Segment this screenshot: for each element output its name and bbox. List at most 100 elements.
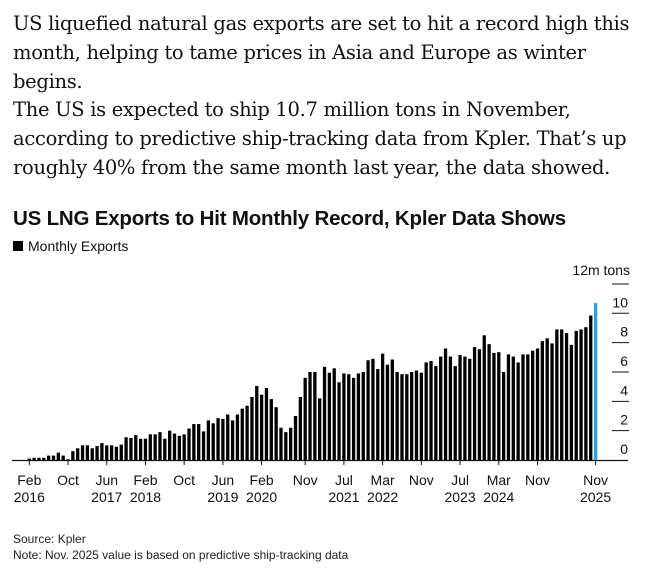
bar (405, 374, 409, 460)
bar (448, 356, 453, 460)
bar (506, 354, 511, 460)
bar (332, 368, 336, 460)
bar (327, 372, 332, 460)
bar (366, 360, 370, 460)
bar (163, 438, 167, 460)
y-tick-label: 10 (612, 294, 628, 310)
bar (42, 457, 46, 460)
bar (124, 437, 128, 460)
y-tick-label: 6 (620, 353, 628, 369)
x-tick-year-label: 2019 (207, 489, 238, 505)
x-tick-label: Jul (451, 472, 469, 488)
bar (71, 451, 75, 460)
bar (342, 373, 346, 460)
bars (27, 303, 598, 460)
bar (531, 350, 535, 460)
bar (540, 341, 544, 460)
bar (429, 360, 433, 460)
bar (313, 371, 317, 460)
bar (487, 344, 491, 460)
bar (414, 370, 419, 460)
bar (143, 438, 148, 460)
x-tick-label: Jul (335, 472, 353, 488)
bar (255, 385, 259, 460)
x-tick-year-label: 2023 (444, 489, 475, 505)
bar (192, 424, 196, 460)
bar (100, 443, 104, 460)
highlighted-bar (593, 303, 598, 460)
x-tick-year-label: 2025 (580, 489, 611, 505)
bar (477, 349, 482, 460)
bar (511, 356, 515, 460)
bar (468, 358, 472, 460)
bar (337, 382, 341, 460)
bar (177, 435, 181, 460)
bar (516, 362, 520, 460)
x-tick-label: Feb (133, 472, 157, 488)
x-tick-label: Nov (293, 472, 318, 488)
bar (32, 457, 36, 460)
bar (51, 455, 56, 460)
bar (168, 430, 172, 460)
bar (351, 377, 356, 460)
bar (347, 374, 351, 460)
bar (463, 356, 467, 460)
bar (579, 329, 583, 460)
bar (56, 452, 60, 460)
x-tick-year-label: 2021 (328, 489, 359, 505)
bar (439, 356, 443, 460)
bar (240, 408, 244, 460)
bar (250, 396, 254, 460)
bar (221, 418, 225, 460)
x-tick-label: Mar (487, 472, 511, 488)
bar (308, 371, 312, 460)
bar (545, 338, 549, 460)
bar (279, 427, 283, 460)
bar (172, 433, 177, 460)
bar (134, 435, 138, 460)
x-tick-year-label: 2022 (367, 489, 398, 505)
bar (318, 398, 322, 460)
chart-note: Note: Nov. 2025 value is based on predic… (13, 548, 349, 562)
bar (395, 371, 399, 460)
bar (105, 445, 109, 460)
chart-title: US LNG Exports to Hit Monthly Record, Kp… (13, 207, 567, 230)
bar (158, 432, 162, 460)
bar (197, 424, 201, 460)
bar (555, 329, 559, 460)
bar (289, 427, 293, 460)
bar (293, 415, 298, 460)
bar (61, 455, 65, 460)
bar (245, 405, 249, 460)
bar (497, 352, 501, 460)
x-tick-label: Oct (173, 472, 195, 488)
bar (303, 377, 307, 460)
bar (521, 354, 525, 460)
x-tick-year-label: 2016 (14, 489, 45, 505)
bar (419, 372, 423, 460)
x-tick-label: Jun (212, 472, 235, 488)
bar (66, 459, 70, 460)
bar (76, 448, 80, 460)
x-tick-label: Oct (57, 472, 79, 488)
bar (264, 388, 269, 460)
bar (361, 371, 365, 460)
bar (492, 352, 496, 460)
bar (182, 434, 186, 460)
bar (390, 359, 394, 460)
bar (274, 407, 278, 460)
bar (380, 353, 385, 460)
bar (138, 438, 143, 460)
x-tick-label: Feb (17, 472, 41, 488)
bar (400, 374, 404, 460)
bar (119, 444, 123, 460)
bar (284, 432, 288, 460)
bar (458, 355, 462, 460)
bar (453, 366, 457, 460)
bar (148, 434, 152, 460)
bar (80, 445, 85, 460)
chart-source: Source: Kpler (13, 532, 86, 546)
article-paragraph-1: US liquefied natural gas exports are set… (13, 12, 630, 93)
